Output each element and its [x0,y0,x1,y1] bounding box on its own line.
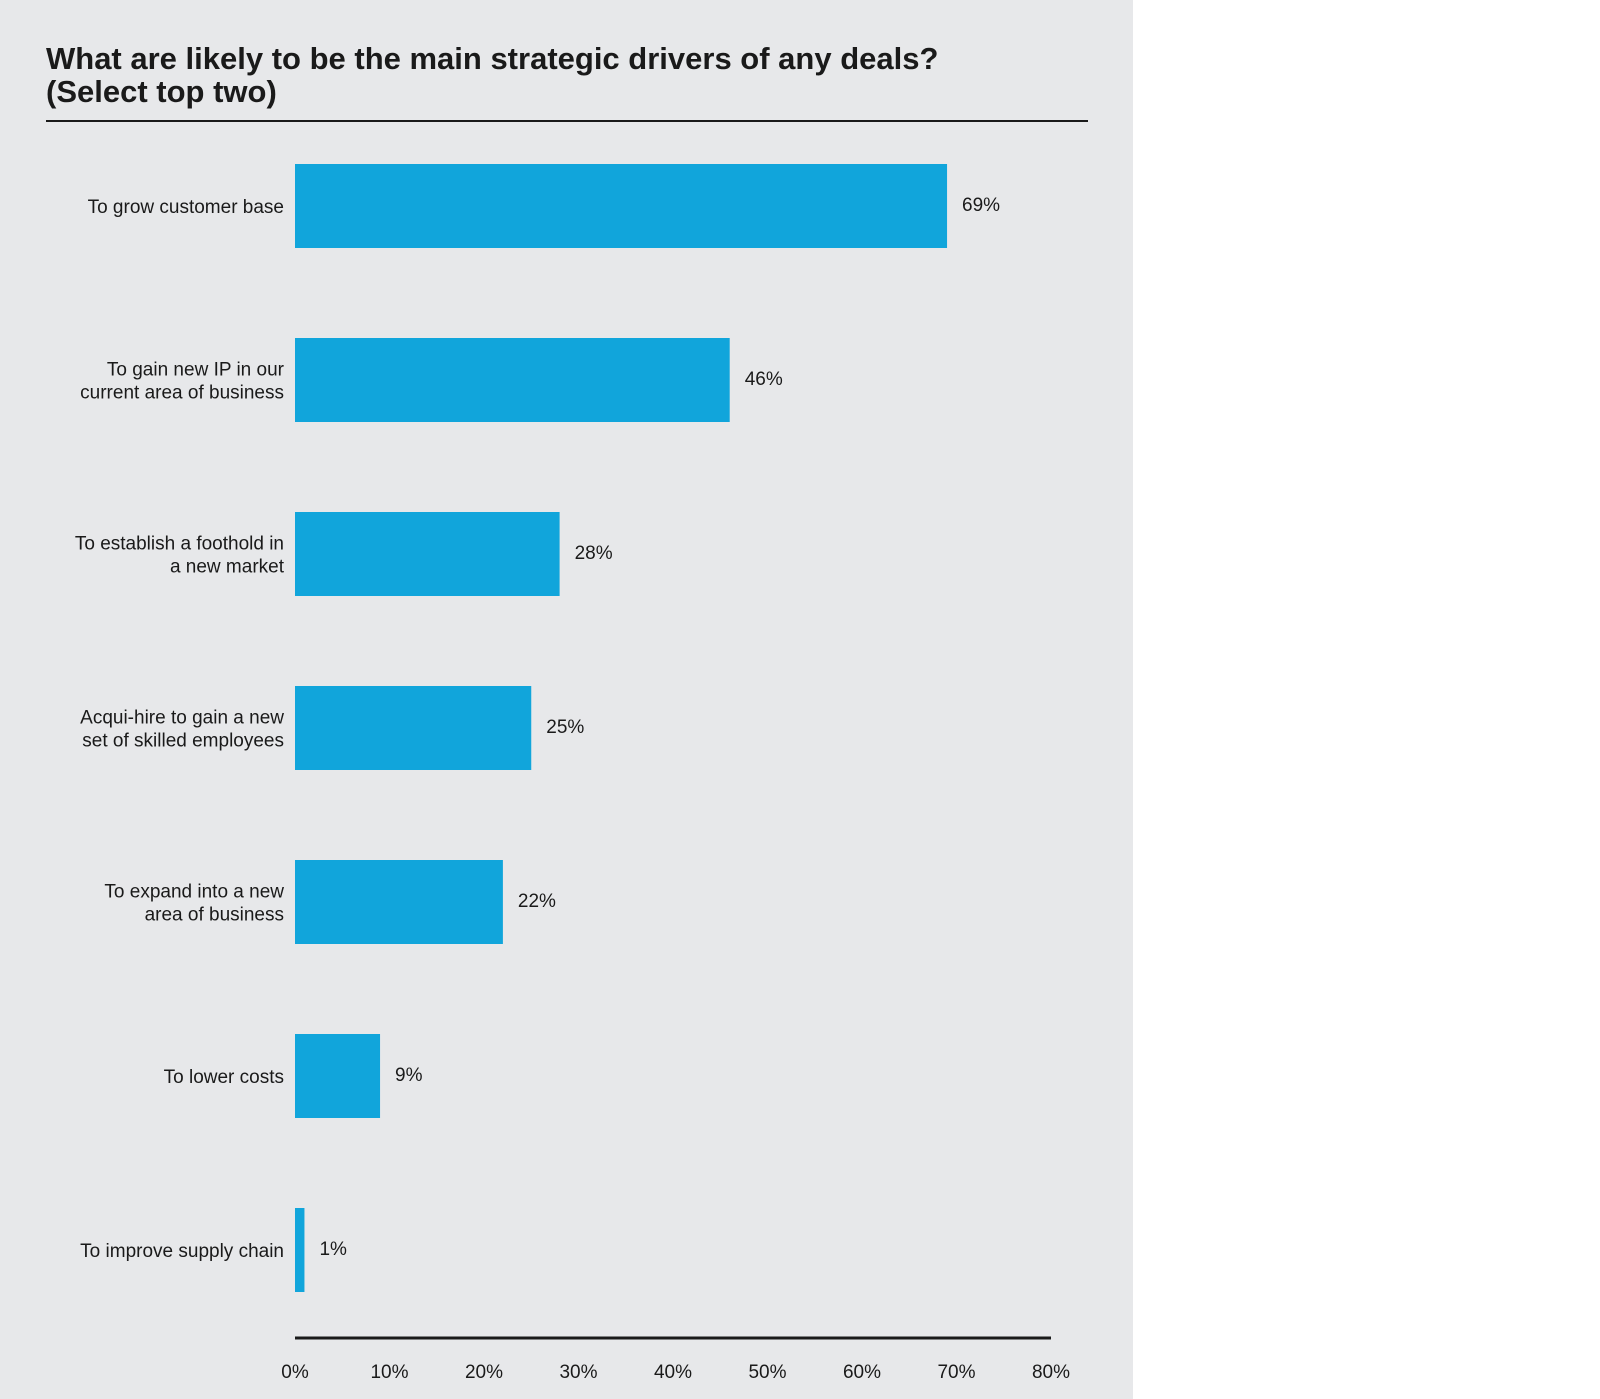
value-label-6: 9% [395,1065,423,1086]
chart-title-line-2: (Select top two) [46,74,277,109]
x-tick-label-40: 40% [654,1362,692,1383]
x-tick-label-0: 0% [281,1362,309,1383]
bar-7 [295,1208,305,1292]
bar-5 [295,860,503,944]
category-label-3-line-2: a new market [170,557,285,578]
category-label-5-line-2: area of business [145,905,284,926]
category-label-6-line-1: To lower costs [164,1067,284,1088]
category-label-7: To improve supply chain [80,1241,284,1262]
chart-title: What are likely to be the main strategic… [46,42,1086,108]
category-label-3: To establish a foothold in a new market [75,534,285,578]
category-label-4: Acqui-hire to gain a new set of skilled e… [80,708,284,752]
value-label-3: 28% [575,543,613,564]
chart-panel: What are likely to be the main strategic… [0,0,1133,1399]
value-label-2: 46% [745,369,783,390]
chart-title-line-1: What are likely to be the main strategic… [46,41,939,76]
x-tick-label-10: 10% [370,1362,408,1383]
category-label-1-line-1: To grow customer base [88,197,284,218]
category-label-7-line-1: To improve supply chain [80,1241,284,1262]
bar-6 [295,1034,381,1118]
bar-3 [295,512,560,596]
category-label-5-line-1: To expand into a new [104,882,284,903]
x-tick-label-20: 20% [465,1362,503,1383]
category-label-4-line-1: Acqui-hire to gain a new [80,708,284,729]
category-label-5: To expand into a new area of business [104,882,284,926]
category-label-1: To grow customer base [88,197,284,218]
category-label-2-line-2: current area of business [80,383,284,404]
value-label-5: 22% [518,891,556,912]
bar-chart: To grow customer base To gain new IP in o… [75,164,1070,1383]
x-tick-label-50: 50% [748,1362,786,1383]
x-tick-label-80: 80% [1032,1362,1070,1383]
bars-group [295,164,948,1292]
bar-4 [295,686,532,770]
category-label-6: To lower costs [164,1067,284,1088]
title-rule [46,120,1088,122]
bar-1 [295,164,948,248]
x-tick-labels-group: 0% 10% 20% 30% 40% 50% 60% 70% 80% [281,1362,1070,1383]
x-tick-label-60: 60% [843,1362,881,1383]
category-label-4-line-2: set of skilled employees [82,731,284,752]
category-labels-group: To grow customer base To gain new IP in o… [75,197,285,1262]
x-tick-label-30: 30% [559,1362,597,1383]
x-tick-label-70: 70% [937,1362,975,1383]
bar-2 [295,338,730,422]
value-label-1: 69% [962,195,1000,216]
category-label-2-line-1: To gain new IP in our [107,360,285,381]
category-label-3-line-1: To establish a foothold in [75,534,284,555]
category-label-2: To gain new IP in our current area of bus… [80,360,285,404]
value-labels-group: 69% 46% 28% 25% 22% 9% 1% [319,195,1000,1260]
value-label-7: 1% [319,1239,347,1260]
value-label-4: 25% [546,717,584,738]
